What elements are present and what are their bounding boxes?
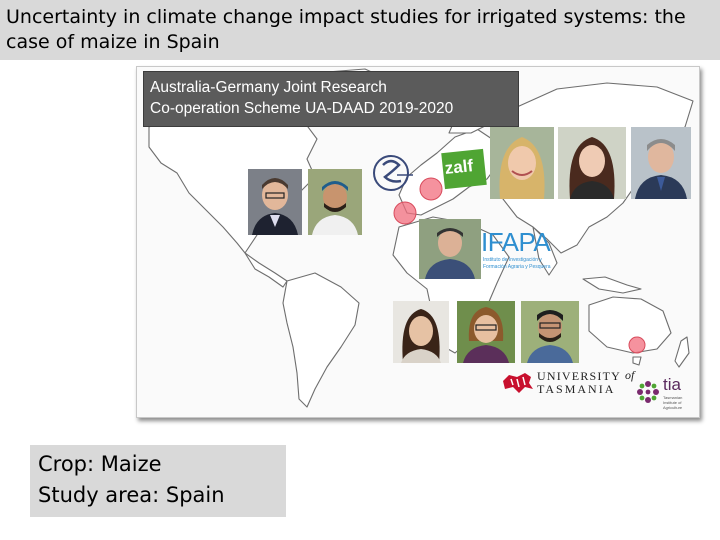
map-india [532,226,558,276]
study-area-label: Study area: Spain [38,483,225,507]
portrait-photo-8 [457,301,515,363]
study-info-box: Crop: Maize Study area: Spain [30,445,286,517]
tasmanian-tiger-icon [503,373,533,393]
slide-title-line-2: case of maize in Spain [6,31,220,53]
tia-logo-text: tia [663,375,681,394]
portrait-photo-9 [521,301,579,363]
portrait-photo-1 [248,169,302,235]
zalf-logo-text: zalf [443,156,475,178]
university-of-tasmania-logo: UNIVERSITY of TASMANIA [537,368,641,397]
university-crest-logo [373,155,413,191]
marker-tasmania [628,336,646,354]
portrait-photo-2 [308,169,362,235]
marker-germany-west [419,177,443,201]
tia-flower-icon [637,381,659,403]
portrait-photo-5 [631,127,691,199]
slide-title-line-1: Uncertainty in climate change impact stu… [6,6,686,28]
portrait-photo-6 [419,219,481,279]
map-australia [588,296,672,354]
map-south-america [282,272,360,408]
utas-of: of [625,368,635,382]
zalf-logo: zalf [441,148,487,190]
banner-line-2: Co-operation Scheme UA-DAAD 2019-2020 [150,100,454,117]
utas-line-1: UNIVERSITY [537,369,621,383]
tia-subtitle-1: Tasmanian [663,395,683,400]
ifapa-logo-text: IFAPA [481,227,551,257]
tia-logo: tia Tasmanian Institute of Agriculture [663,375,697,411]
tia-subtitle-3: Agriculture [663,405,683,410]
map-indonesia [582,276,642,294]
map-new-zealand [674,336,690,368]
crop-label: Crop: Maize [38,452,162,476]
banner-line-1: Australia-Germany Joint Research [150,79,387,96]
portrait-photo-3 [490,127,554,199]
tia-subtitle-2: Institute of [663,400,682,405]
ifapa-subtitle-1: Instituto de Investigación y [483,257,542,263]
ifapa-subtitle-2: Formación Agraria y Pesquera [483,264,551,270]
portrait-photo-4 [558,127,626,199]
title-band [0,0,720,60]
map-central-america [244,252,288,288]
slide-title: Uncertainty in climate change impact stu… [6,5,706,55]
marker-spain [393,201,417,225]
map-tasmania [632,356,642,366]
collaboration-map-figure: Australia-Germany Joint Research Co-oper… [136,66,700,418]
program-banner: Australia-Germany Joint Research Co-oper… [143,71,519,127]
portrait-photo-7 [393,301,449,363]
ifapa-logo: IFAPA Instituto de Investigación y Forma… [481,227,551,279]
utas-line-2: TASMANIA [537,382,616,396]
